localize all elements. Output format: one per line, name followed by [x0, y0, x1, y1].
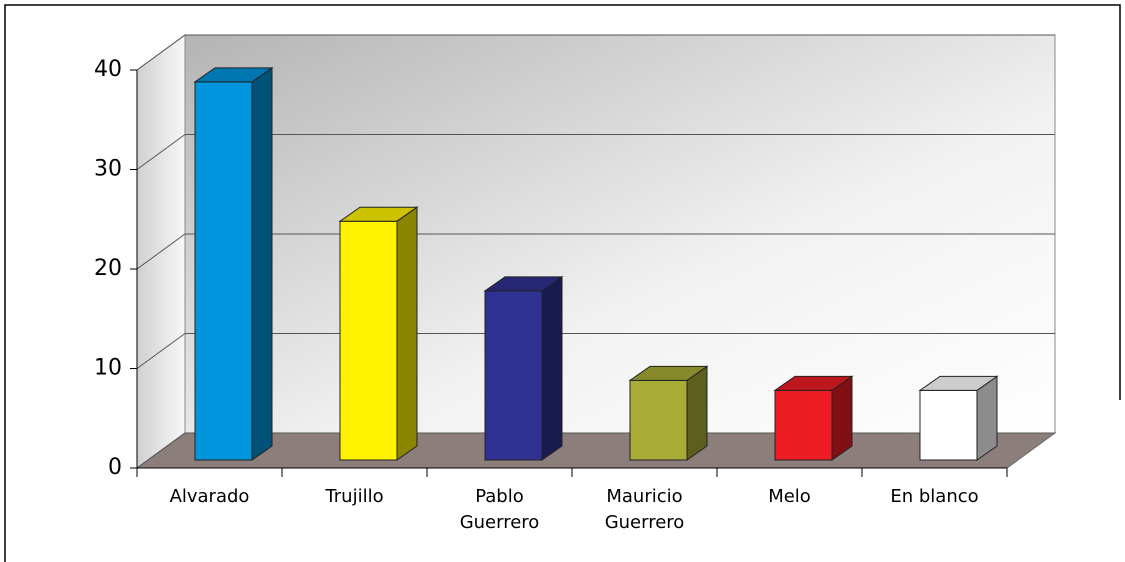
- bar-front: [339, 220, 398, 461]
- grid-line: [136, 432, 186, 469]
- bar-side: [396, 206, 418, 461]
- bar: [193, 66, 274, 461]
- bar: [628, 365, 709, 461]
- bar-front: [774, 389, 833, 461]
- bar-side: [541, 275, 563, 461]
- bar: [338, 206, 419, 461]
- x-tick-label: En blanco: [890, 486, 979, 507]
- y-tick-label: 10: [94, 356, 122, 381]
- y-tick-label: 40: [94, 57, 122, 82]
- bar: [483, 275, 564, 461]
- bar: [773, 375, 854, 461]
- y-tick-label: 0: [108, 455, 122, 480]
- y-tick-label: 30: [94, 157, 122, 182]
- bar-side: [686, 365, 708, 461]
- floor: [135, 432, 1057, 469]
- bar-top: [628, 365, 709, 381]
- bar-top: [483, 276, 564, 292]
- bar-top: [773, 375, 854, 391]
- y-tick-label: 20: [94, 256, 122, 281]
- grid-line: [136, 34, 186, 71]
- bar-side: [976, 375, 998, 461]
- bar-top: [338, 206, 419, 222]
- bar-front: [194, 81, 253, 461]
- bar-top: [193, 67, 274, 83]
- x-tick-label: Melo: [768, 486, 811, 507]
- grid-line: [136, 134, 186, 170]
- bar-side: [251, 66, 273, 461]
- frame: [4, 4, 1121, 562]
- grid-line: [136, 333, 186, 369]
- x-tick-label: Mauricio Guerrero: [604, 486, 685, 533]
- bar-front: [629, 379, 688, 461]
- bar-front: [919, 389, 978, 461]
- x-tick-label: Trujillo: [325, 486, 384, 507]
- grid-line: [136, 233, 186, 270]
- bar-front: [484, 290, 543, 461]
- x-tick-label: Alvarado: [169, 486, 250, 507]
- x-tick-label: Pablo Guerrero: [459, 486, 540, 533]
- bar-side: [831, 375, 853, 461]
- bar: [918, 375, 999, 461]
- bar-top: [918, 375, 999, 391]
